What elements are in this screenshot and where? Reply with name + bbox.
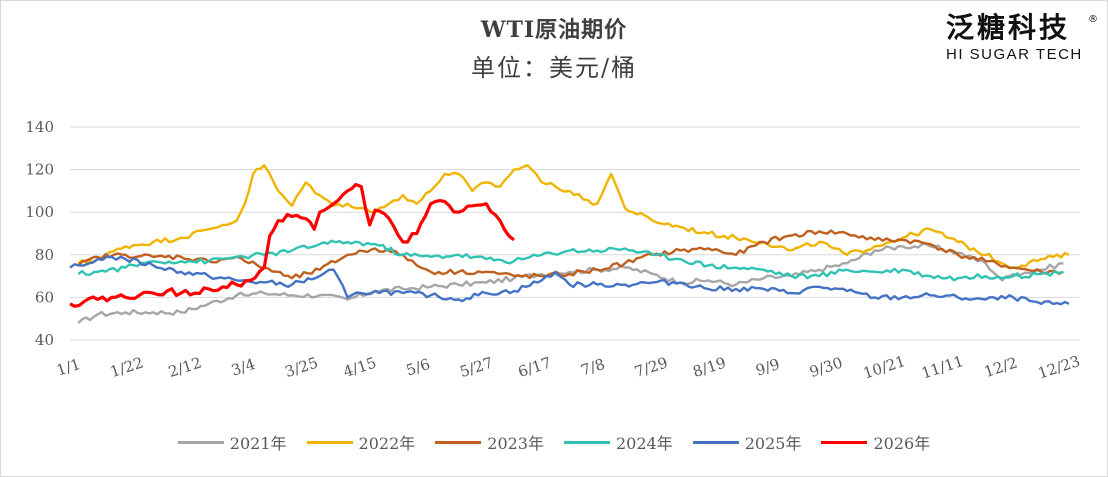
x-tick-label: 9/30 [807, 353, 845, 381]
x-tick-label: 3/4 [229, 355, 258, 380]
chart-legend: 2021年 2022年 2023年 2024年 2025年 2026年 [0, 430, 1108, 454]
legend-item: 2025年 [692, 430, 802, 454]
x-tick-label: 1/22 [108, 353, 146, 381]
legend-label: 2026年 [873, 434, 931, 453]
legend-label: 2022年 [358, 434, 416, 453]
legend-item: 2022年 [306, 430, 416, 454]
legend-swatch [692, 440, 739, 444]
legend-label: 2023年 [487, 434, 544, 453]
x-tick-label: 7/29 [632, 353, 670, 381]
series-line-2024年 [77, 239, 1064, 282]
legend-swatch [177, 440, 224, 444]
x-tick-label: 10/21 [861, 352, 908, 382]
legend-item: 2023年 [435, 430, 544, 454]
legend-label: 2025年 [744, 434, 802, 453]
x-tick-label: 1/1 [54, 355, 83, 380]
legend-item: 2021年 [177, 430, 287, 454]
x-tick-label: 11/11 [919, 352, 966, 382]
series-line-2021年 [77, 242, 1064, 324]
x-tick-label: 2/12 [166, 353, 204, 381]
series-line-2022年 [77, 164, 1070, 270]
brand-logo: 泛糖科技 HI SUGAR TECH ® [946, 11, 1098, 64]
x-tick-label: 12/2 [982, 353, 1020, 381]
x-tick-label: 3/25 [283, 353, 321, 381]
y-tick-label: 140 [25, 118, 54, 136]
legend-label: 2024年 [616, 434, 673, 453]
legend-item: 2024年 [564, 430, 673, 454]
x-tick-label: 7/8 [579, 355, 608, 380]
series-line-2026年 [69, 182, 515, 308]
chart-title: WTI原油期价 [480, 17, 628, 43]
y-tick-label: 60 [35, 288, 54, 306]
x-tick-label: 9/9 [753, 355, 782, 380]
chart-subtitle: 单位：美元/桶 [470, 54, 638, 82]
legend-swatch [564, 440, 610, 444]
x-tick-label: 5/27 [458, 353, 496, 381]
x-tick-label: 6/17 [516, 353, 554, 381]
series-line-2023年 [77, 229, 1064, 280]
y-tick-label: 80 [35, 246, 54, 264]
y-tick-label: 40 [35, 331, 54, 349]
legend-swatch [435, 440, 482, 444]
x-tick-label: 12/23 [1036, 352, 1083, 382]
y-tick-label: 100 [25, 203, 54, 221]
legend-label: 2021年 [229, 434, 287, 453]
x-tick-label: 4/15 [341, 353, 379, 381]
series-line-2025年 [69, 255, 1070, 306]
x-tick-label: 5/6 [404, 355, 433, 380]
legend-swatch [821, 440, 868, 444]
x-tick-label: 8/19 [691, 353, 729, 381]
legend-swatch [306, 440, 353, 444]
legend-item: 2026年 [821, 430, 930, 454]
y-tick-label: 120 [25, 161, 54, 179]
